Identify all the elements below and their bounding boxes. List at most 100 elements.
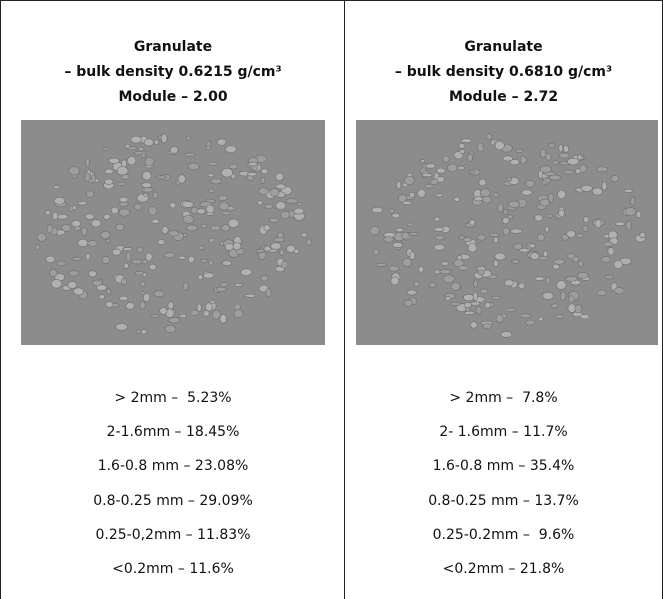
- granule: [145, 157, 154, 165]
- granule: [205, 303, 212, 311]
- subtitle: – bulk density 0.6215 g/cm³: [1, 64, 345, 80]
- granule: [85, 173, 90, 181]
- granule: [384, 237, 394, 243]
- granule: [191, 207, 197, 214]
- granule: [429, 283, 436, 288]
- fraction: 0.25-0.2mm – 9.6%: [345, 527, 662, 543]
- granule: [457, 166, 464, 169]
- granule: [625, 208, 636, 216]
- granule: [464, 302, 471, 307]
- granule: [636, 211, 641, 218]
- fraction: > 2mm – 5.23%: [1, 390, 345, 406]
- granule: [198, 275, 203, 280]
- granule: [190, 310, 199, 316]
- granule: [119, 296, 128, 300]
- granule: [559, 144, 563, 152]
- granule: [495, 141, 505, 150]
- granule: [37, 233, 46, 241]
- granule: [577, 272, 588, 278]
- granule: [370, 226, 380, 235]
- granule: [401, 232, 409, 239]
- granule: [210, 225, 220, 230]
- granule: [168, 302, 174, 309]
- granule: [482, 196, 491, 203]
- granule: [148, 207, 157, 216]
- granule: [473, 292, 477, 301]
- granule: [580, 314, 590, 319]
- granule: [206, 145, 210, 149]
- granule: [78, 239, 88, 246]
- granule: [154, 291, 164, 297]
- granule: [131, 136, 142, 143]
- granule: [477, 306, 482, 314]
- granule: [85, 214, 94, 219]
- granule: [595, 220, 601, 228]
- granule: [397, 181, 401, 188]
- granule: [161, 134, 167, 143]
- granule: [404, 300, 412, 306]
- fraction: 1.6-0.8 mm – 23.08%: [1, 458, 345, 474]
- granule: [539, 317, 544, 321]
- granule: [221, 168, 233, 177]
- granule: [581, 185, 592, 191]
- granule: [614, 260, 623, 268]
- granule: [69, 167, 80, 175]
- granule: [271, 243, 281, 250]
- granule: [503, 217, 510, 224]
- granule: [222, 224, 230, 231]
- granule: [407, 223, 413, 226]
- granule: [72, 257, 81, 261]
- granule: [459, 143, 465, 148]
- granule: [556, 315, 564, 319]
- fraction: 0.8-0.25 mm – 29.09%: [1, 493, 345, 509]
- granulate-photo: [21, 120, 325, 345]
- granule: [132, 260, 143, 264]
- granule: [78, 201, 88, 205]
- granule: [540, 199, 549, 206]
- granule: [188, 256, 194, 263]
- fraction: <0.2mm – 21.8%: [345, 561, 662, 577]
- granule: [535, 215, 543, 221]
- granule: [402, 201, 412, 205]
- granule: [545, 227, 549, 232]
- granule: [209, 239, 214, 242]
- granule: [551, 304, 558, 308]
- granule: [463, 237, 472, 241]
- granule: [457, 255, 462, 260]
- granule: [507, 178, 512, 182]
- granule: [376, 263, 387, 266]
- granule: [388, 266, 399, 271]
- granule: [530, 253, 539, 260]
- granule: [543, 251, 547, 257]
- granule: [486, 134, 491, 140]
- granule: [54, 197, 65, 204]
- granule: [491, 296, 501, 299]
- granule: [440, 270, 452, 274]
- granule: [259, 188, 269, 195]
- granule: [434, 227, 444, 231]
- granule: [470, 322, 477, 328]
- granule: [276, 184, 286, 189]
- granule: [111, 207, 118, 214]
- granule: [258, 201, 263, 205]
- granule: [105, 169, 114, 174]
- granule: [106, 301, 113, 307]
- granule: [538, 170, 542, 178]
- granule: [553, 264, 560, 269]
- granule: [548, 143, 554, 147]
- granule: [85, 158, 89, 166]
- granule: [50, 269, 58, 276]
- granule: [178, 175, 185, 183]
- granule: [567, 231, 576, 238]
- granule: [241, 269, 252, 276]
- granule: [184, 153, 196, 156]
- granule: [580, 164, 587, 172]
- granule: [264, 225, 270, 231]
- granule: [535, 277, 544, 281]
- granule: [47, 225, 52, 233]
- granule: [592, 188, 602, 195]
- granule: [117, 182, 126, 185]
- granule: [197, 304, 201, 312]
- granule: [501, 331, 512, 337]
- granule: [582, 225, 587, 231]
